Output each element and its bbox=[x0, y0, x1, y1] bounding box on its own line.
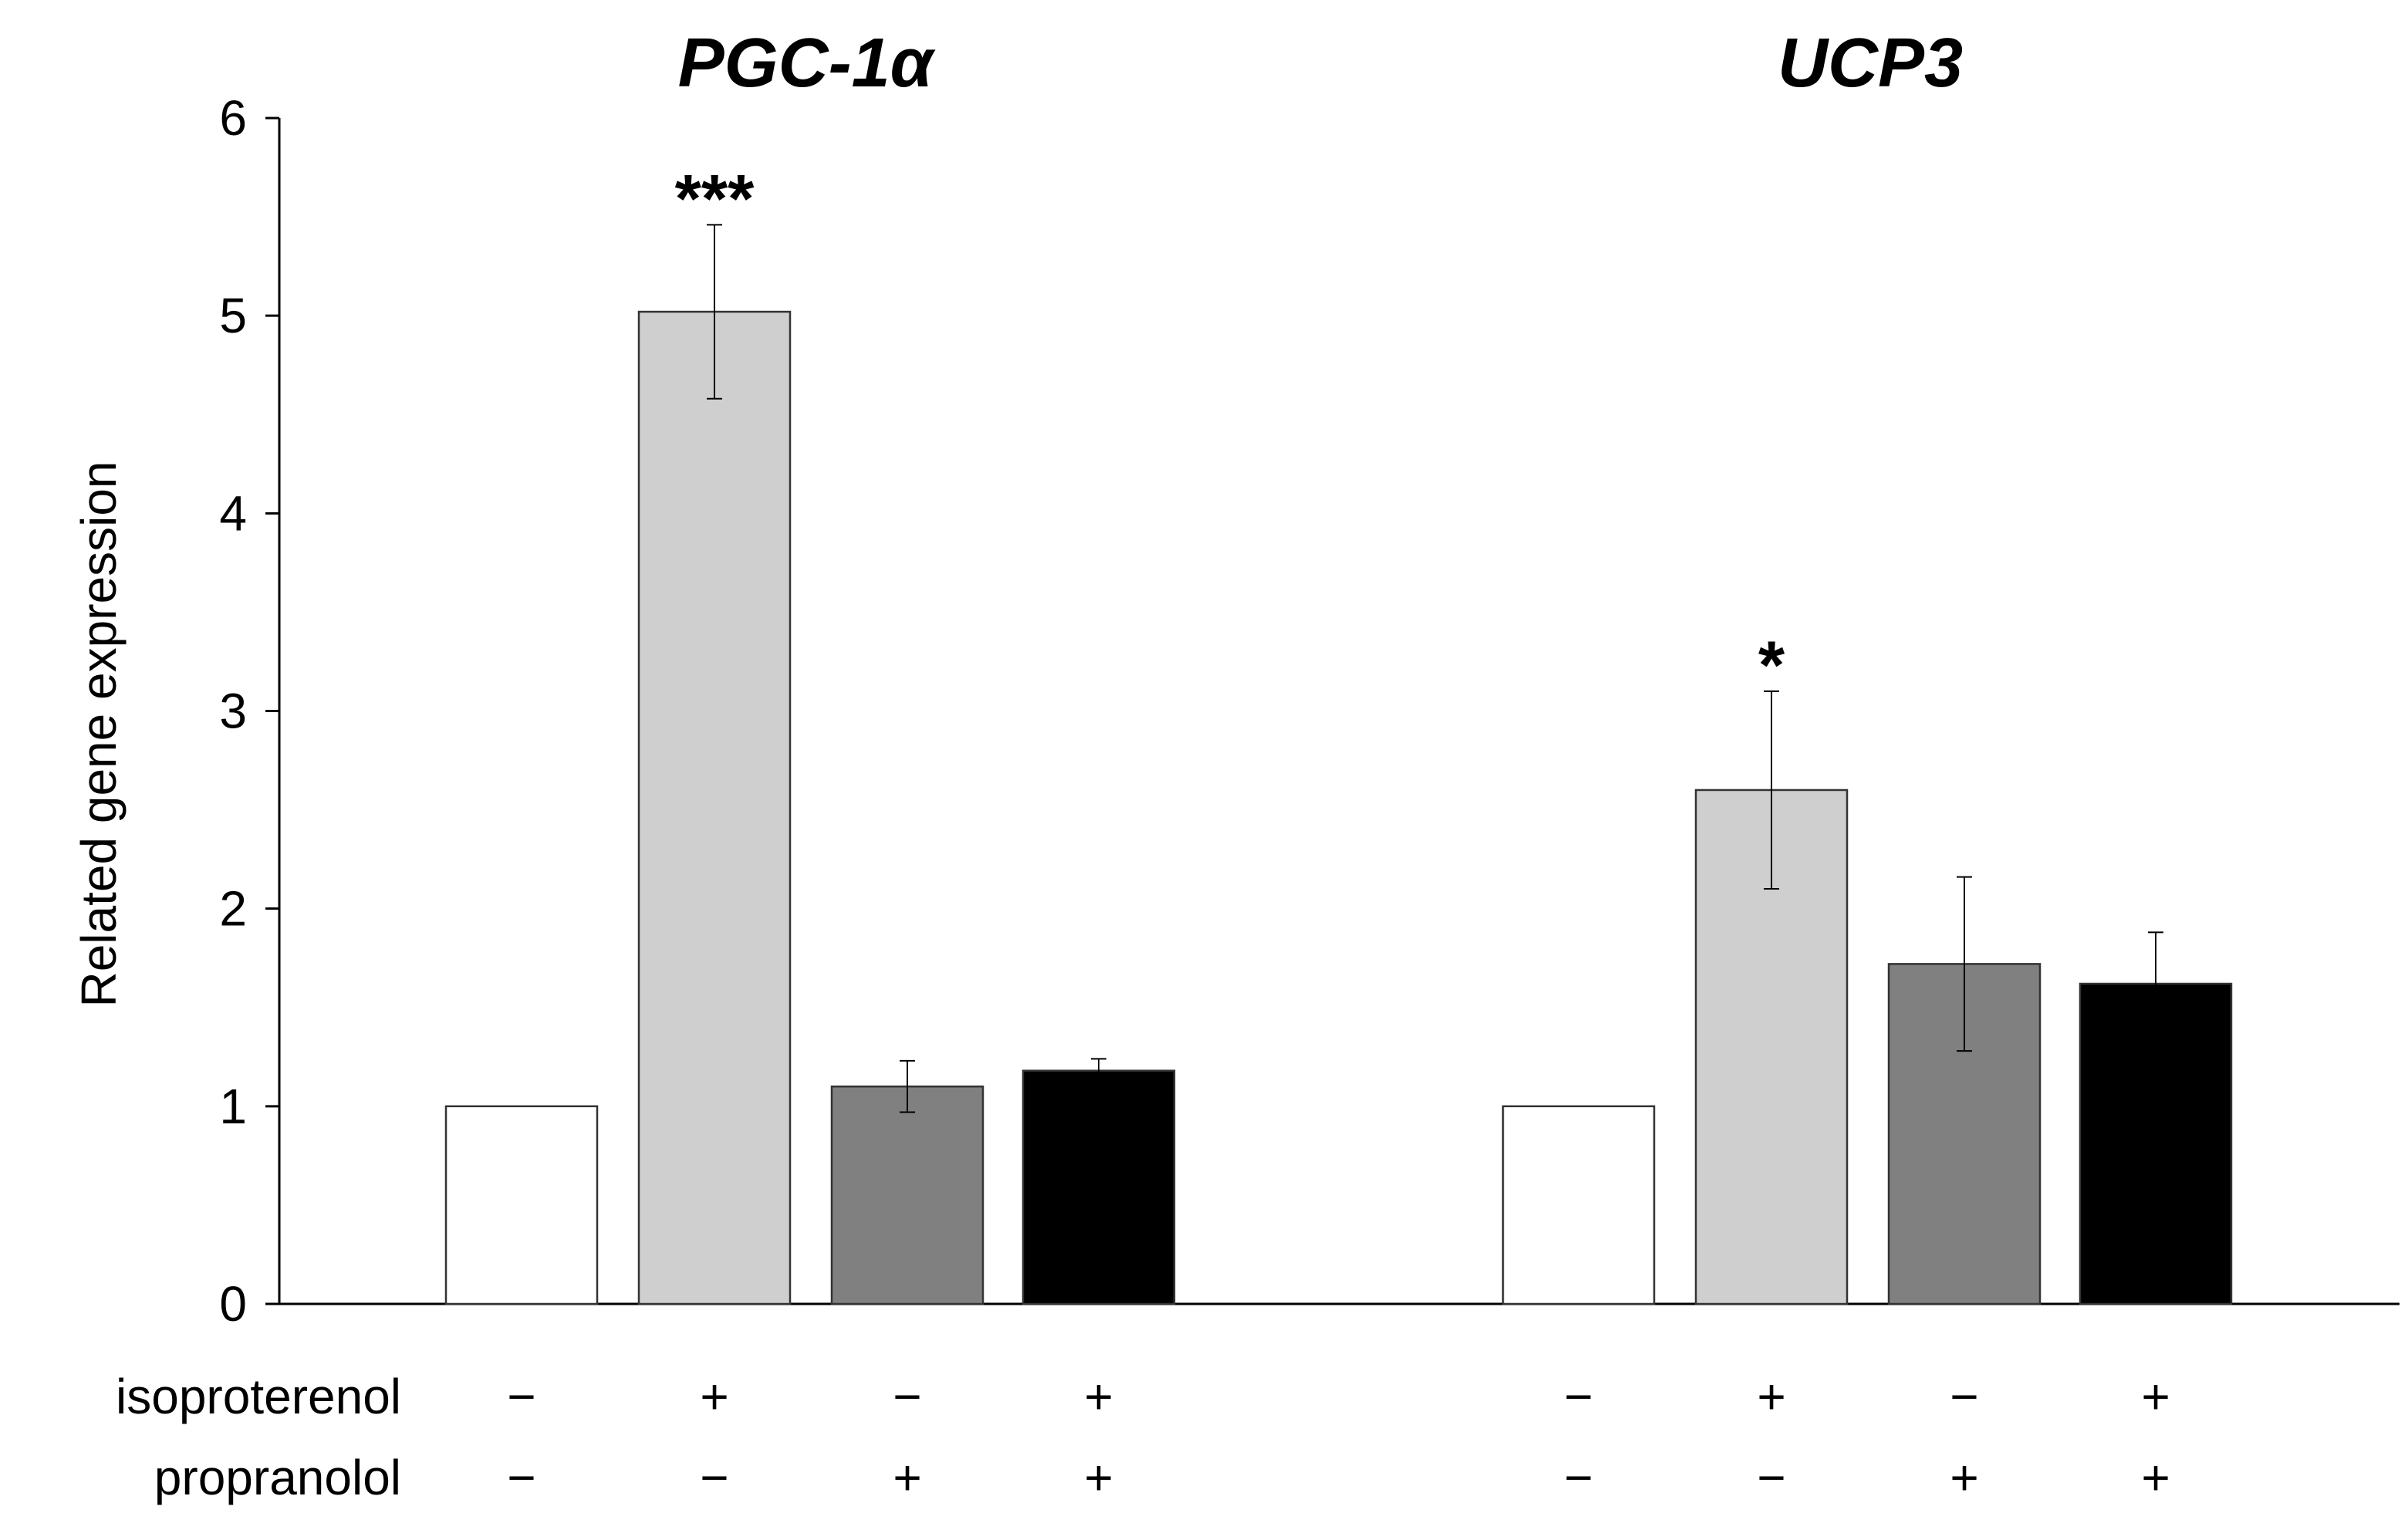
y-tick-label: 4 bbox=[219, 485, 247, 541]
bar bbox=[637, 310, 792, 1305]
bar bbox=[1501, 1105, 1656, 1305]
treatment-sign: + bbox=[1757, 1369, 1785, 1424]
significance-marker: *** bbox=[675, 160, 755, 236]
treatment-sign: − bbox=[1950, 1369, 1978, 1424]
y-tick-label: 1 bbox=[219, 1079, 247, 1134]
y-tick-label: 3 bbox=[219, 684, 247, 739]
y-tick-label: 0 bbox=[219, 1276, 247, 1332]
treatment-row-label: propranolol bbox=[154, 1450, 401, 1505]
treatment-sign: + bbox=[1084, 1369, 1113, 1424]
bar bbox=[444, 1105, 599, 1305]
y-tick-label: 5 bbox=[219, 288, 247, 343]
treatment-row-label: isoproterenol bbox=[116, 1369, 401, 1424]
panel-title: UCP3 bbox=[1778, 25, 1963, 102]
treatment-sign: − bbox=[507, 1369, 535, 1424]
treatment-sign: − bbox=[1564, 1369, 1592, 1424]
y-tick-label: 6 bbox=[219, 90, 247, 146]
treatment-sign: + bbox=[2141, 1369, 2170, 1424]
bar bbox=[1022, 1069, 1176, 1305]
treatment-sign: − bbox=[1564, 1450, 1592, 1505]
bar bbox=[830, 1085, 984, 1305]
y-tick-label: 2 bbox=[219, 881, 247, 937]
treatment-sign: + bbox=[700, 1369, 728, 1424]
treatment-sign: + bbox=[1950, 1450, 1978, 1505]
treatment-sign: + bbox=[2141, 1450, 2170, 1505]
treatment-sign: − bbox=[507, 1450, 535, 1505]
y-axis-label: Related gene expression bbox=[71, 461, 127, 1007]
treatment-sign: − bbox=[893, 1369, 921, 1424]
treatment-sign: + bbox=[1084, 1450, 1113, 1505]
treatment-sign: + bbox=[893, 1450, 921, 1505]
significance-marker: * bbox=[1758, 626, 1785, 703]
panel-title: PGC-1α bbox=[678, 25, 936, 102]
treatment-sign: − bbox=[1757, 1450, 1785, 1505]
treatment-sign: − bbox=[700, 1450, 728, 1505]
